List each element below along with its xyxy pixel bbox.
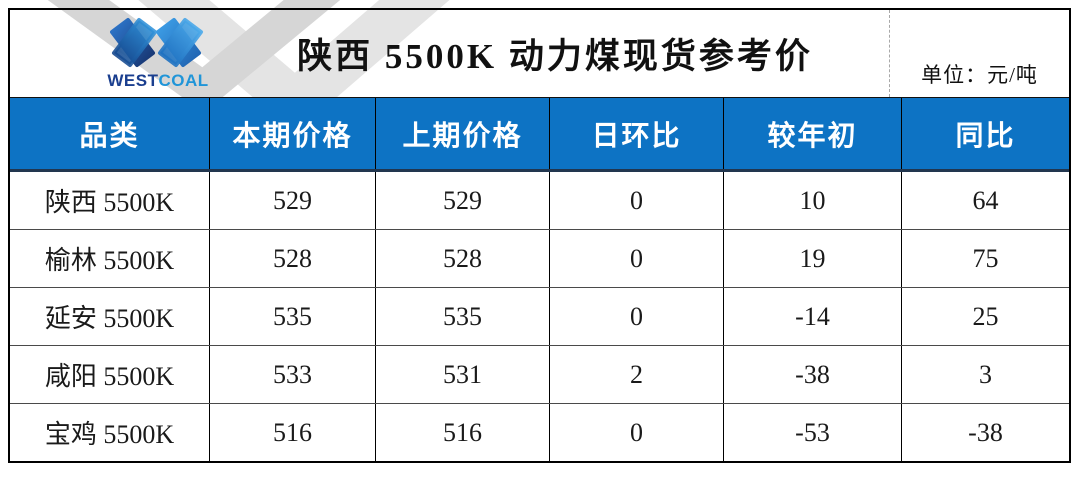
cell-dod: 2 — [549, 346, 723, 403]
cell-yoy: 75 — [901, 230, 1069, 287]
page-title: 陕西 5500K 动力煤现货参考价 — [297, 37, 813, 76]
cell-current: 535 — [209, 288, 375, 345]
cell-previous: 516 — [375, 404, 549, 461]
cell-previous: 535 — [375, 288, 549, 345]
cell-yoy: 3 — [901, 346, 1069, 403]
cell-category: 陕西 5500K — [44, 188, 175, 217]
cell-ytd: 19 — [723, 230, 901, 287]
table-header-band: WESTCOAL 陕西 5500K 动力煤现货参考价 单位：元/吨 — [10, 10, 1069, 98]
cell-category: 延安 5500K — [44, 304, 175, 333]
cell-current: 533 — [209, 346, 375, 403]
cell-ytd: 10 — [723, 172, 901, 229]
cell-current: 528 — [209, 230, 375, 287]
logo-text-west: WEST — [107, 71, 159, 90]
table-row: 陕西 5500K 529 529 0 10 64 — [10, 172, 1069, 229]
cell-yoy: 25 — [901, 288, 1069, 345]
table-row: 延安 5500K 535 535 0 -14 25 — [10, 287, 1069, 345]
cell-previous: 531 — [375, 346, 549, 403]
cell-yoy: -38 — [901, 404, 1069, 461]
westcoal-logo: WESTCOAL — [96, 16, 220, 89]
cell-previous: 529 — [375, 172, 549, 229]
cell-dod: 0 — [549, 172, 723, 229]
column-header-ytd: 较年初 — [723, 98, 901, 169]
cell-category: 宝鸡 5500K — [44, 420, 175, 449]
cell-yoy: 64 — [901, 172, 1069, 229]
table-row: 榆林 5500K 528 528 0 19 75 — [10, 229, 1069, 287]
cell-dod: 0 — [549, 288, 723, 345]
column-header-yoy: 同比 — [901, 98, 1069, 169]
column-header-dod: 日环比 — [549, 98, 723, 169]
cell-ytd: -14 — [723, 288, 901, 345]
price-table: WESTCOAL 陕西 5500K 动力煤现货参考价 单位：元/吨 品类 本期价… — [8, 8, 1071, 463]
column-header-category: 品类 — [79, 120, 140, 152]
cell-category: 榆林 5500K — [44, 246, 175, 275]
cell-dod: 0 — [549, 230, 723, 287]
table-body: 陕西 5500K 529 529 0 10 64 榆林 5500K 528 52… — [10, 172, 1069, 461]
cell-ytd: -53 — [723, 404, 901, 461]
cell-ytd: -38 — [723, 346, 901, 403]
table-row: 咸阳 5500K 533 531 2 -38 3 — [10, 345, 1069, 403]
cell-current: 529 — [209, 172, 375, 229]
logo-text-coal: COAL — [158, 71, 209, 90]
table-row: 宝鸡 5500K 516 516 0 -53 -38 — [10, 403, 1069, 461]
cell-dod: 0 — [549, 404, 723, 461]
column-header-previous: 上期价格 — [375, 98, 549, 169]
westcoal-logo-text: WESTCOAL — [96, 72, 220, 89]
column-header-current: 本期价格 — [209, 98, 375, 169]
unit-label: 单位：元/吨 — [889, 10, 1069, 97]
cell-previous: 528 — [375, 230, 549, 287]
cell-category: 咸阳 5500K — [44, 362, 175, 391]
column-header-row: 品类 本期价格 上期价格 日环比 较年初 同比 — [10, 98, 1069, 172]
cell-current: 516 — [209, 404, 375, 461]
westcoal-w-icon — [110, 18, 203, 67]
